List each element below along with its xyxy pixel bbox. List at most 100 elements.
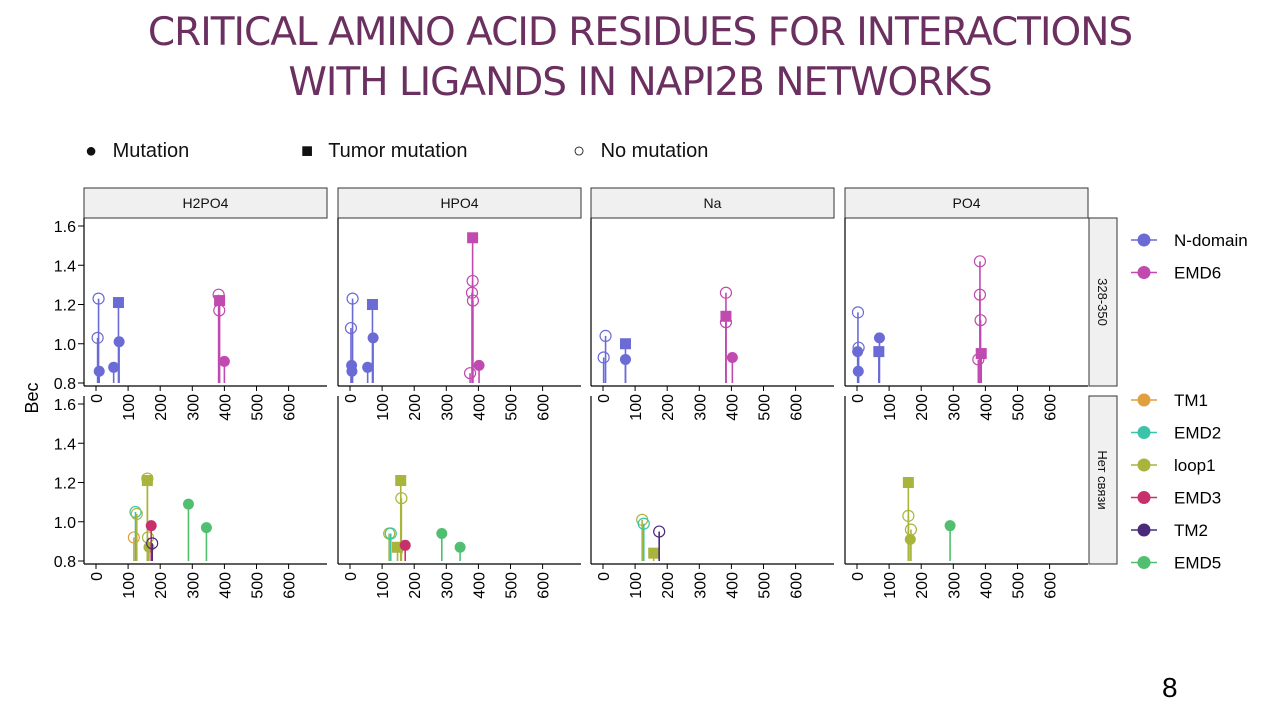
legend-key-dot: [1137, 556, 1151, 569]
data-point-open-circle: [851, 306, 865, 319]
legend-key-dot: [1137, 458, 1151, 472]
x-tick-label: 400: [471, 572, 488, 599]
y-tick-label: 1.6: [54, 219, 76, 236]
data-point-open-circle: [130, 507, 143, 521]
data-point-circle: [346, 365, 358, 377]
x-tick-label: 600: [1043, 394, 1060, 421]
legend-key-dot: [1137, 393, 1151, 407]
data-point-circle: [726, 351, 738, 363]
data-point-circle: [436, 528, 448, 540]
legend-label-loop1: loop1: [1174, 456, 1216, 475]
data-point-square: [467, 232, 479, 244]
facet-strip-na: [590, 187, 835, 219]
x-tick-label: 0: [596, 572, 613, 581]
data-point-circle: [200, 522, 212, 534]
x-tick-label: 0: [596, 394, 613, 403]
data-point-open-circle: [719, 316, 733, 329]
data-point-circle: [218, 355, 230, 367]
legend-key-dot: [1137, 426, 1151, 439]
x-tick-label: 600: [282, 572, 299, 599]
legend-mutation-label: Mutation: [112, 140, 190, 162]
x-tick-label: 300: [185, 394, 202, 421]
data-point-square: [141, 475, 153, 487]
x-tick-label: 600: [789, 572, 806, 599]
legend-key-dot: [1137, 491, 1151, 504]
y-tick-label: 1.2: [54, 476, 76, 493]
x-tick-label: 0: [89, 394, 106, 403]
legend-tumor-mutation: ■ Tumor mutation: [301, 140, 468, 163]
x-tick-label: 100: [375, 394, 392, 421]
page-number: 8: [1162, 672, 1178, 703]
facet-strip-h2po4: [83, 187, 328, 219]
x-tick-label: 300: [185, 572, 202, 599]
facet-label-hpo4: HPO4: [440, 195, 478, 211]
data-point-open-circle: [91, 331, 104, 344]
legend-mutation: ● Mutation: [85, 140, 189, 163]
x-tick-label: 200: [914, 572, 931, 599]
data-point-square: [112, 297, 124, 309]
x-tick-label: 600: [536, 394, 553, 421]
data-point-square: [902, 477, 914, 488]
legend-label-tm1: TM1: [1174, 391, 1208, 410]
legend-key-dot: [1137, 233, 1151, 247]
legend-no-mutation: ○ No mutation: [573, 140, 708, 163]
data-point-open-circle: [599, 329, 612, 342]
open-circle-icon: ○: [573, 140, 586, 162]
data-point-circle: [852, 365, 864, 377]
legend-label-emd2: EMD2: [1174, 424, 1221, 443]
data-point-square: [619, 338, 631, 350]
data-point-open-circle: [653, 525, 666, 538]
x-tick-label: 500: [1011, 394, 1028, 421]
x-tick-label: 100: [882, 572, 899, 599]
data-point-open-circle: [597, 351, 610, 364]
data-point-square: [366, 299, 378, 310]
facet-label-po4: PO4: [952, 195, 980, 211]
x-tick-label: 600: [1043, 572, 1060, 599]
x-tick-label: 300: [692, 394, 709, 421]
data-point-open-circle: [973, 255, 987, 268]
y-tick-label: 1.2: [54, 298, 76, 315]
data-point-circle: [399, 539, 411, 551]
x-tick-label: 400: [217, 572, 234, 599]
x-tick-label: 500: [504, 394, 521, 421]
x-tick-label: 100: [628, 572, 645, 599]
x-tick-label: 500: [250, 572, 267, 599]
y-tick-label: 0.8: [54, 554, 76, 571]
legend-key-dot: [1137, 266, 1151, 279]
data-point-open-circle: [129, 505, 142, 519]
x-tick-label: 200: [407, 572, 424, 599]
x-tick-label: 0: [850, 572, 867, 581]
x-tick-label: 400: [217, 394, 234, 421]
data-point-circle: [93, 365, 105, 377]
data-point-circle: [145, 520, 157, 532]
y-tick-label: 1.0: [54, 515, 76, 532]
x-tick-label: 200: [407, 394, 424, 421]
row-label-0: 328-350: [1095, 278, 1110, 326]
x-tick-label: 500: [757, 572, 774, 599]
y-tick-label: 1.4: [54, 258, 76, 275]
x-tick-label: 600: [536, 572, 553, 599]
data-point-square: [873, 346, 885, 358]
legend-label-tm2: TM2: [1174, 521, 1208, 540]
data-point-square: [392, 541, 404, 553]
x-tick-label: 400: [471, 394, 488, 421]
x-tick-label: 200: [660, 572, 677, 599]
legend-label-emd6: EMD6: [1174, 264, 1221, 283]
x-tick-label: 100: [375, 572, 392, 599]
data-point-open-circle: [637, 517, 650, 530]
data-point-circle: [473, 359, 485, 371]
x-tick-label: 500: [250, 394, 267, 421]
data-point-square: [975, 348, 987, 360]
x-tick-label: 400: [978, 572, 995, 599]
data-point-circle: [454, 541, 466, 553]
legend-label-n-domain: N-domain: [1174, 231, 1248, 250]
x-tick-label: 400: [724, 572, 741, 599]
row-label-1: Нет связи: [1095, 450, 1110, 509]
data-point-open-circle: [719, 286, 733, 299]
x-tick-label: 400: [978, 394, 995, 421]
data-point-square: [648, 547, 660, 559]
x-tick-label: 0: [89, 572, 106, 581]
y-tick-label: 1.6: [54, 397, 76, 414]
legend-tumor-mutation-label: Tumor mutation: [328, 140, 468, 162]
